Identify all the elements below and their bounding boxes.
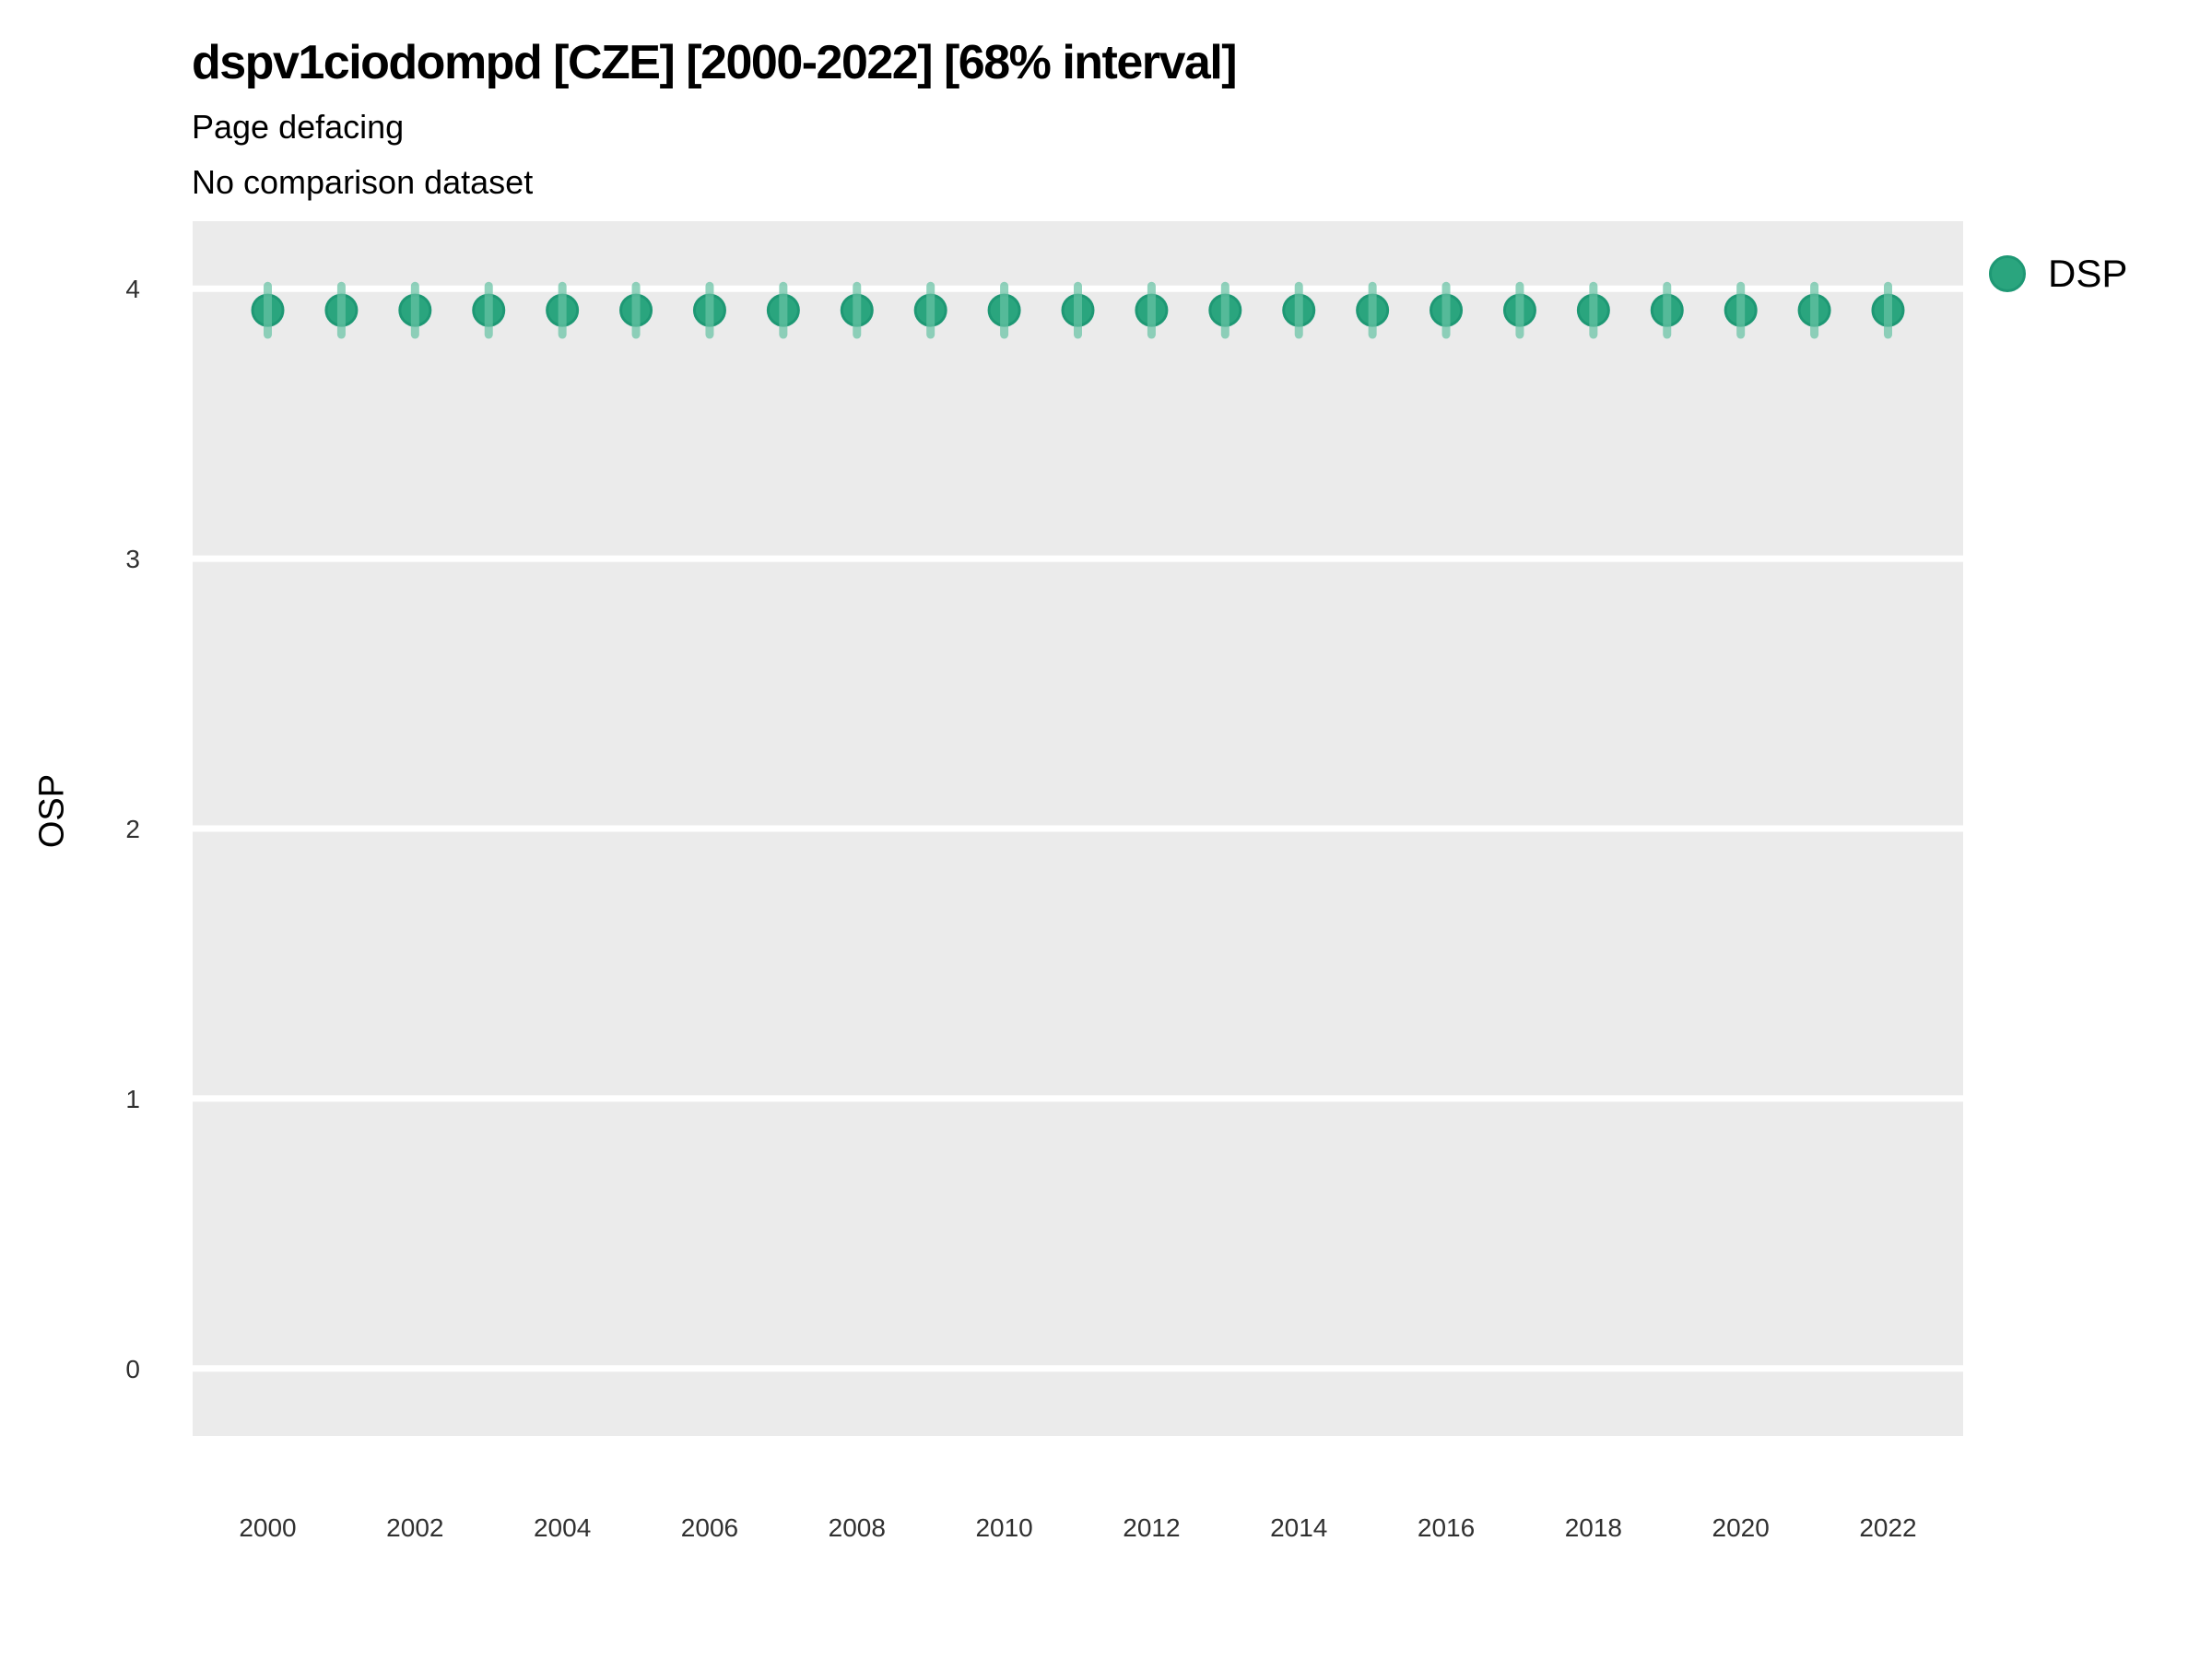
x-tick-label-2012: 2012 [1123,1513,1180,1542]
x-tick-label-2018: 2018 [1565,1513,1622,1542]
y-axis-title: OSP [32,773,72,849]
y-tick-label-2: 2 [125,815,140,843]
page-title: dspv1ciodompd [CZE] [2000-2022] [68% int… [192,36,1238,89]
legend: DSP [1989,254,2127,293]
page-subtitle: Page defacing [192,108,405,146]
legend-label-dsp: DSP [2048,252,2128,295]
y-tick-label-1: 1 [125,1085,140,1113]
legend-point-icon [1989,255,2026,292]
y-tick-label-4: 4 [125,275,140,303]
x-tick-label-2014: 2014 [1270,1513,1327,1542]
x-tick-label-2006: 2006 [681,1513,738,1542]
y-tick-label-3: 3 [125,545,140,573]
x-tick-label-2000: 2000 [239,1513,296,1542]
comparison-note: No comparison dataset [192,163,534,201]
x-tick-label-2010: 2010 [975,1513,1032,1542]
y-tick-label-0: 0 [125,1355,140,1383]
x-tick-label-2008: 2008 [829,1513,886,1542]
x-tick-label-2022: 2022 [1859,1513,1916,1542]
x-tick-label-2016: 2016 [1418,1513,1475,1542]
x-tick-label-2020: 2020 [1712,1513,1770,1542]
x-tick-label-2002: 2002 [386,1513,443,1542]
x-tick-label-2004: 2004 [534,1513,591,1542]
